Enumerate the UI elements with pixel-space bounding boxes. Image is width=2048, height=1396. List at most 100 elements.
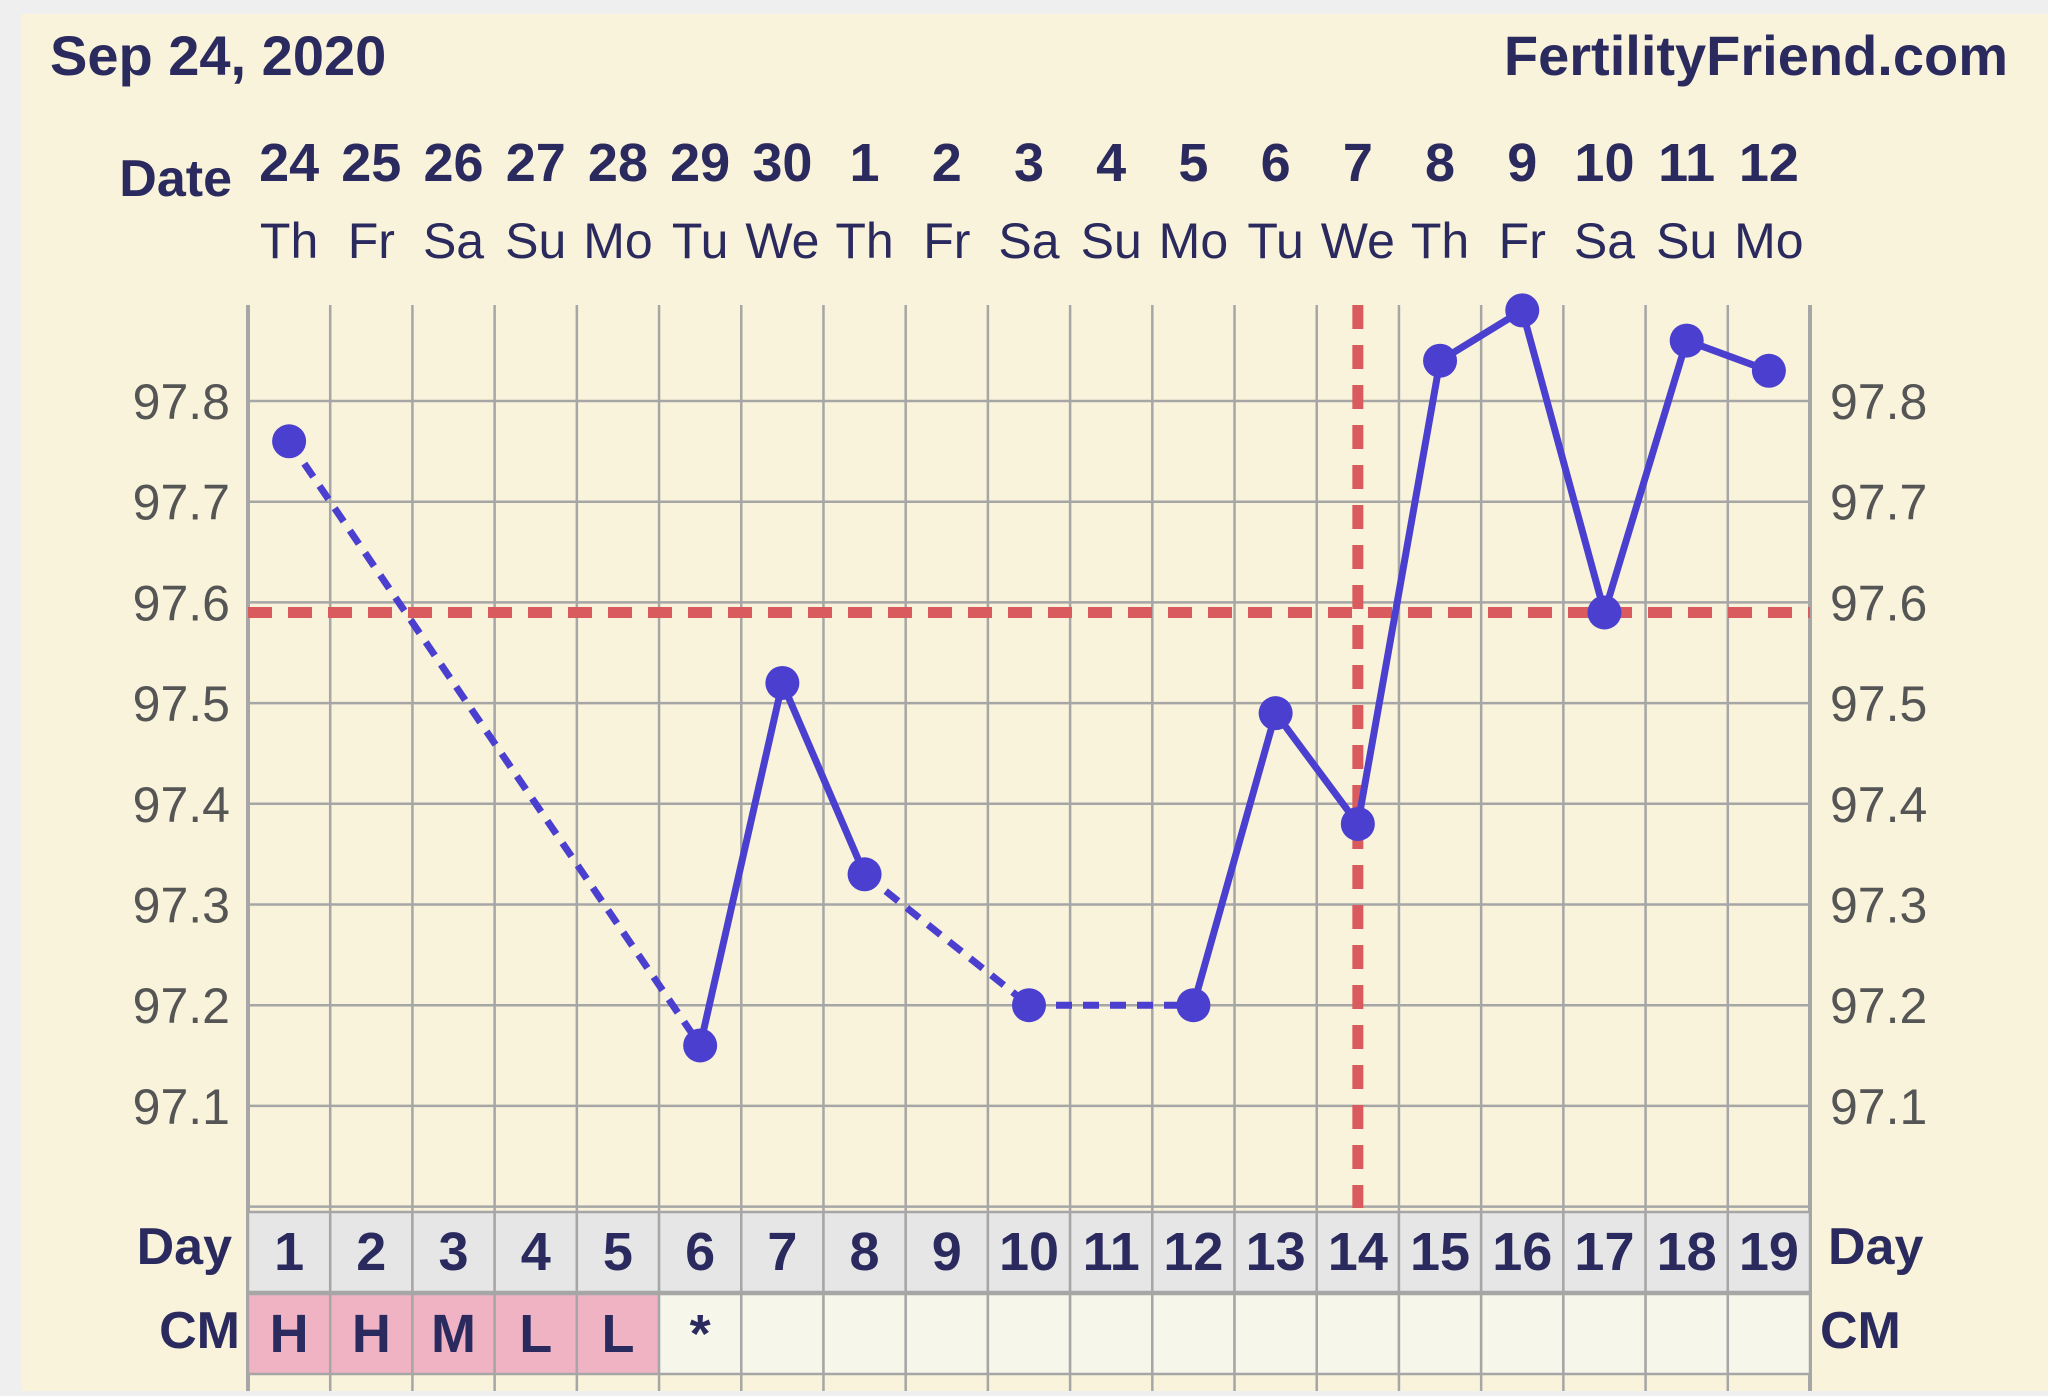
chart-date: Sep 24, 2020 xyxy=(50,24,386,87)
cycle-day-cell xyxy=(822,1210,907,1294)
cycle-day-cell xyxy=(1315,1210,1401,1294)
cm-cell xyxy=(1479,1292,1565,1376)
temperature-series xyxy=(272,293,1786,1063)
day-row-label-right: Day xyxy=(1828,1218,1923,1276)
temperature-point xyxy=(1751,353,1786,388)
cm-cell xyxy=(1726,1292,1812,1376)
cm-cell xyxy=(493,1292,579,1376)
cycle-day-label: 4 xyxy=(521,1222,551,1282)
cycle-day-label: 8 xyxy=(850,1222,880,1282)
date-label: 29 xyxy=(670,133,730,193)
date-label: 26 xyxy=(423,133,483,193)
cm-value: * xyxy=(690,1304,711,1364)
temperature-point xyxy=(1340,806,1375,841)
y-tick-label-right: 97.6 xyxy=(1830,575,1927,631)
cm-cell xyxy=(1397,1292,1483,1376)
weekday-label: Th xyxy=(260,213,318,269)
date-label: 6 xyxy=(1261,133,1291,193)
y-axis-right: 97.1 97.2 97.3 97.4 97.5 97.6 97.7 97.8 xyxy=(1830,374,1927,1135)
series-segment xyxy=(1189,709,1280,1009)
cm-value: L xyxy=(519,1304,552,1364)
cycle-day-cell xyxy=(1726,1210,1812,1294)
cm-value: H xyxy=(352,1304,391,1364)
cycle-day-cell xyxy=(1644,1210,1730,1294)
cycle-day-cell xyxy=(493,1210,579,1294)
cycle-day-label: 5 xyxy=(603,1222,633,1282)
weekday-label: We xyxy=(745,213,819,269)
cycle-day-label: 1 xyxy=(274,1222,304,1282)
date-label: 3 xyxy=(1014,133,1044,193)
cm-cell xyxy=(1315,1292,1401,1376)
temperature-point xyxy=(1505,293,1540,328)
cycle-day-row: 1 2 3 4 5 6 7 8 9 10 11 12 13 14 15 16 17 18 19 xyxy=(246,1210,1812,1294)
cm-cell xyxy=(657,1292,743,1376)
cm-row-label-right: CM xyxy=(1820,1302,1901,1360)
date-label: 30 xyxy=(752,133,812,193)
temperature-point xyxy=(1669,323,1704,358)
y-tick-label-right: 97.2 xyxy=(1830,978,1927,1034)
cm-cell xyxy=(246,1292,332,1376)
y-tick-label-left: 97.5 xyxy=(133,676,230,732)
weekday-label: Fr xyxy=(923,213,970,269)
weekday-label: Sa xyxy=(1574,213,1635,269)
series-segment xyxy=(1272,709,1362,828)
date-label: 12 xyxy=(1739,133,1799,193)
y-tick-label-right: 97.1 xyxy=(1830,1079,1927,1135)
y-tick-label-left: 97.2 xyxy=(133,978,230,1034)
date-label: 4 xyxy=(1096,133,1126,193)
y-tick-label-right: 97.8 xyxy=(1830,374,1927,430)
series-segment xyxy=(1354,357,1444,828)
cm-cell xyxy=(1068,1292,1154,1376)
cycle-day-cell xyxy=(328,1210,414,1294)
cm-cell xyxy=(1233,1292,1318,1376)
weekday-label: Su xyxy=(1081,213,1142,269)
cycle-day-label: 6 xyxy=(685,1222,715,1282)
date-label: 11 xyxy=(1658,133,1715,193)
cm-cell xyxy=(411,1292,496,1376)
date-label: 27 xyxy=(506,133,566,193)
temperature-point xyxy=(1258,696,1293,731)
weekday-label: Fr xyxy=(1499,213,1546,269)
cycle-day-cell xyxy=(575,1210,661,1294)
temperature-point xyxy=(1176,988,1211,1023)
temperature-point xyxy=(1423,343,1458,378)
temperature-point xyxy=(272,424,307,459)
cycle-day-cell xyxy=(904,1210,990,1294)
weekday-label: Th xyxy=(1411,213,1469,269)
y-tick-label-right: 97.7 xyxy=(1830,475,1927,531)
date-label: 5 xyxy=(1178,133,1208,193)
weekday-label: Su xyxy=(1656,213,1717,269)
cm-value: L xyxy=(601,1304,634,1364)
y-tick-label-left: 97.4 xyxy=(133,777,230,833)
temperature-point xyxy=(683,1028,718,1063)
temperature-point xyxy=(765,665,800,700)
series-segment xyxy=(696,679,786,1049)
cm-cell xyxy=(1644,1292,1730,1376)
weekday-label: Mo xyxy=(1734,213,1803,269)
weekday-label: Sa xyxy=(998,213,1059,269)
date-row-label: Date xyxy=(119,150,232,208)
cm-cell xyxy=(822,1292,907,1376)
cycle-day-cell xyxy=(986,1210,1072,1294)
weekday-label: We xyxy=(1321,213,1395,269)
date-label: 24 xyxy=(259,133,319,193)
cycle-day-label: 3 xyxy=(439,1222,469,1282)
y-axis-left: 97.1 97.2 97.3 97.4 97.5 97.6 97.7 97.8 xyxy=(133,374,230,1135)
weekday-label: Sa xyxy=(423,213,484,269)
weekday-label: Tu xyxy=(672,213,729,269)
cm-cell xyxy=(1151,1292,1236,1376)
series-segment xyxy=(1600,337,1691,616)
day-row-label-left: Day xyxy=(137,1218,232,1276)
temperature-point xyxy=(1012,988,1046,1023)
cycle-day-label: 18 xyxy=(1657,1222,1717,1282)
y-tick-label-right: 97.5 xyxy=(1830,676,1927,732)
y-tick-label-right: 97.3 xyxy=(1830,878,1927,934)
cycle-day-label: 16 xyxy=(1492,1222,1552,1282)
cycle-day-label: 10 xyxy=(999,1222,1059,1282)
y-tick-label-left: 97.3 xyxy=(133,878,230,934)
cycle-day-cell xyxy=(1068,1210,1154,1294)
cycle-day-label: 17 xyxy=(1574,1222,1634,1282)
